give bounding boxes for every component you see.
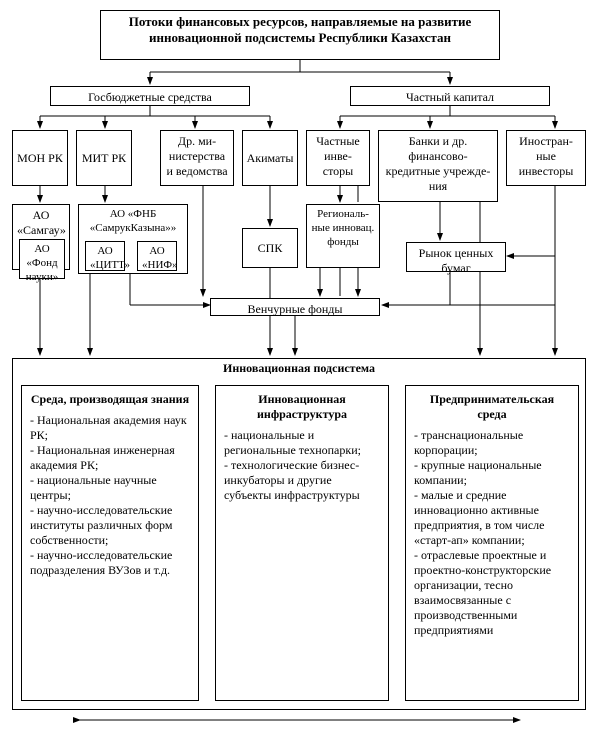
- node-foreign-investors: Иностран-ные инвесторы: [506, 130, 586, 186]
- label: МОН РК: [17, 151, 63, 166]
- col2-header: Инновационная инфраструктура: [224, 392, 380, 422]
- label: Акиматы: [247, 151, 294, 166]
- node-mit-rk: МИТ РК: [76, 130, 132, 186]
- node-fnb-samruk: АО «ФНБ «СамрукКазына»» АО «ЦИТТ» АО «НИ…: [78, 204, 188, 274]
- node-samgau: АО «Самгау» АО «Фонд науки»: [12, 204, 70, 270]
- col2-body: - национальные и региональные технопарки…: [224, 428, 380, 503]
- node-private-capital: Частный капитал: [350, 86, 550, 106]
- label: Региональ-ные инновац. фонды: [312, 208, 375, 248]
- subsystem-container: Инновационная подсистема Среда, производ…: [12, 358, 586, 710]
- node-regional-funds: Региональ-ные инновац. фонды: [306, 204, 380, 268]
- col3-body: - транснациональные корпорации; - крупны…: [414, 428, 570, 638]
- label: АО «Фонд науки»: [26, 243, 58, 283]
- label: МИТ РК: [82, 151, 126, 166]
- col1-header: Среда, производящая знания: [30, 392, 190, 407]
- node-akimaty: Акиматы: [242, 130, 298, 186]
- col-knowledge-env: Среда, производящая знания - Национальна…: [21, 385, 199, 701]
- node-other-ministries: Др. ми-нистерства и ведомства: [160, 130, 234, 186]
- col-infrastructure: Инновационная инфраструктура - националь…: [215, 385, 389, 701]
- label: АО «ФНБ «СамрукКазына»»: [83, 208, 183, 236]
- label: Др. ми-нистерства и ведомства: [166, 134, 227, 178]
- node-fond-nauki: АО «Фонд науки»: [19, 239, 65, 279]
- node-private-investors: Частные инве-сторы: [306, 130, 370, 186]
- col3-header: Предпринимательская среда: [414, 392, 570, 422]
- label: Госбюджетные средства: [88, 90, 212, 104]
- label: Частный капитал: [406, 90, 494, 104]
- node-gosbudget: Госбюджетные средства: [50, 86, 250, 106]
- title-box: Потоки финансовых ресурсов, направляемые…: [100, 10, 500, 60]
- diagram-canvas: Потоки финансовых ресурсов, направляемые…: [10, 10, 590, 740]
- node-mon-rk: МОН РК: [12, 130, 68, 186]
- label: АО «НИФ»: [142, 245, 178, 271]
- node-securities-market: Рынок ценных бумаг: [406, 242, 506, 272]
- node-nif: АО «НИФ»: [137, 241, 177, 271]
- label: Банки и др. финансово-кредитные учрежде-…: [386, 134, 491, 193]
- label: Рынок ценных бумаг: [419, 246, 494, 275]
- node-citt: АО «ЦИТТ»: [85, 241, 125, 271]
- subsystem-title: Инновационная подсистема: [13, 359, 585, 378]
- label: Иностран-ные инвесторы: [519, 134, 574, 178]
- node-venture-funds: Венчурные фонды: [210, 298, 380, 316]
- label: Частные инве-сторы: [316, 134, 360, 178]
- col1-body: - Национальная академия наук РК; - Нацио…: [30, 413, 190, 578]
- node-banks: Банки и др. финансово-кредитные учрежде-…: [378, 130, 498, 202]
- label: Венчурные фонды: [248, 302, 343, 316]
- node-spk: СПК: [242, 228, 298, 268]
- label: АО «Самгау»: [17, 208, 65, 238]
- label: СПК: [258, 241, 283, 256]
- col-business-env: Предпринимательская среда - транснациона…: [405, 385, 579, 701]
- label: АО «ЦИТТ»: [90, 245, 130, 271]
- title-label: Потоки финансовых ресурсов, направляемые…: [129, 14, 472, 45]
